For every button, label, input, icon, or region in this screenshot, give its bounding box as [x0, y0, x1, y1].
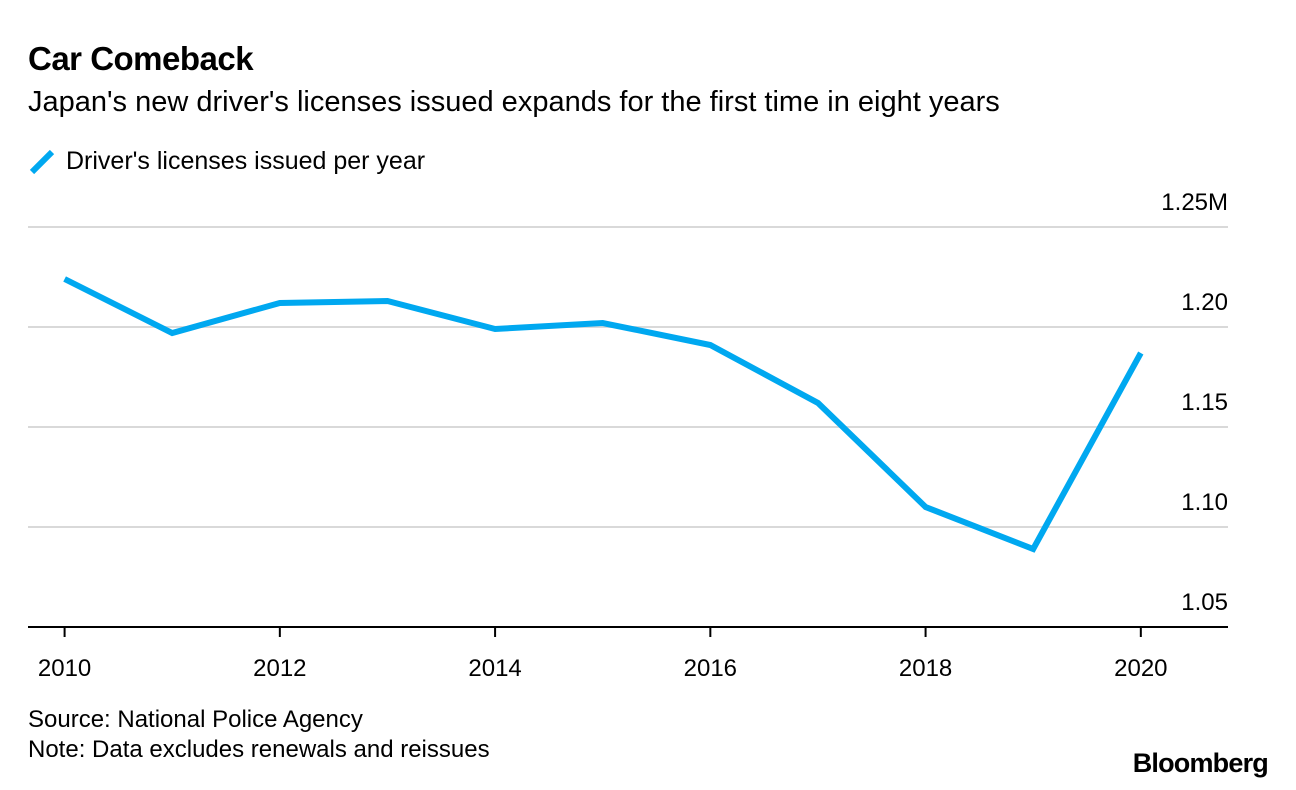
x-tick-label: 2012	[253, 655, 306, 682]
y-tick-label: 1.15	[1181, 389, 1228, 416]
legend-line-icon	[29, 149, 55, 175]
y-tick-label: 1.05	[1181, 589, 1228, 616]
x-tick-label: 2020	[1114, 655, 1167, 682]
x-tick-label: 2014	[468, 655, 521, 682]
legend: Driver's licenses issued per year	[28, 146, 425, 176]
source-note: Source: National Police Agency	[28, 706, 363, 733]
data-note: Note: Data excludes renewals and reissue…	[28, 736, 490, 763]
chart-subtitle: Japan's new driver's licenses issued exp…	[28, 86, 1000, 118]
series-line	[63, 276, 1144, 553]
y-tick-label: 1.20	[1181, 289, 1228, 316]
x-tick-label: 2010	[38, 655, 91, 682]
y-tick-label: 1.10	[1181, 489, 1228, 516]
bloomberg-logo: Bloomberg	[1132, 748, 1269, 778]
chart-title: Car Comeback	[28, 40, 254, 77]
x-tick-label: 2018	[899, 655, 952, 682]
legend-label: Driver's licenses issued per year	[66, 146, 426, 175]
x-tick-label: 2016	[684, 655, 737, 682]
y-tick-label: 1.25M	[1161, 189, 1228, 216]
